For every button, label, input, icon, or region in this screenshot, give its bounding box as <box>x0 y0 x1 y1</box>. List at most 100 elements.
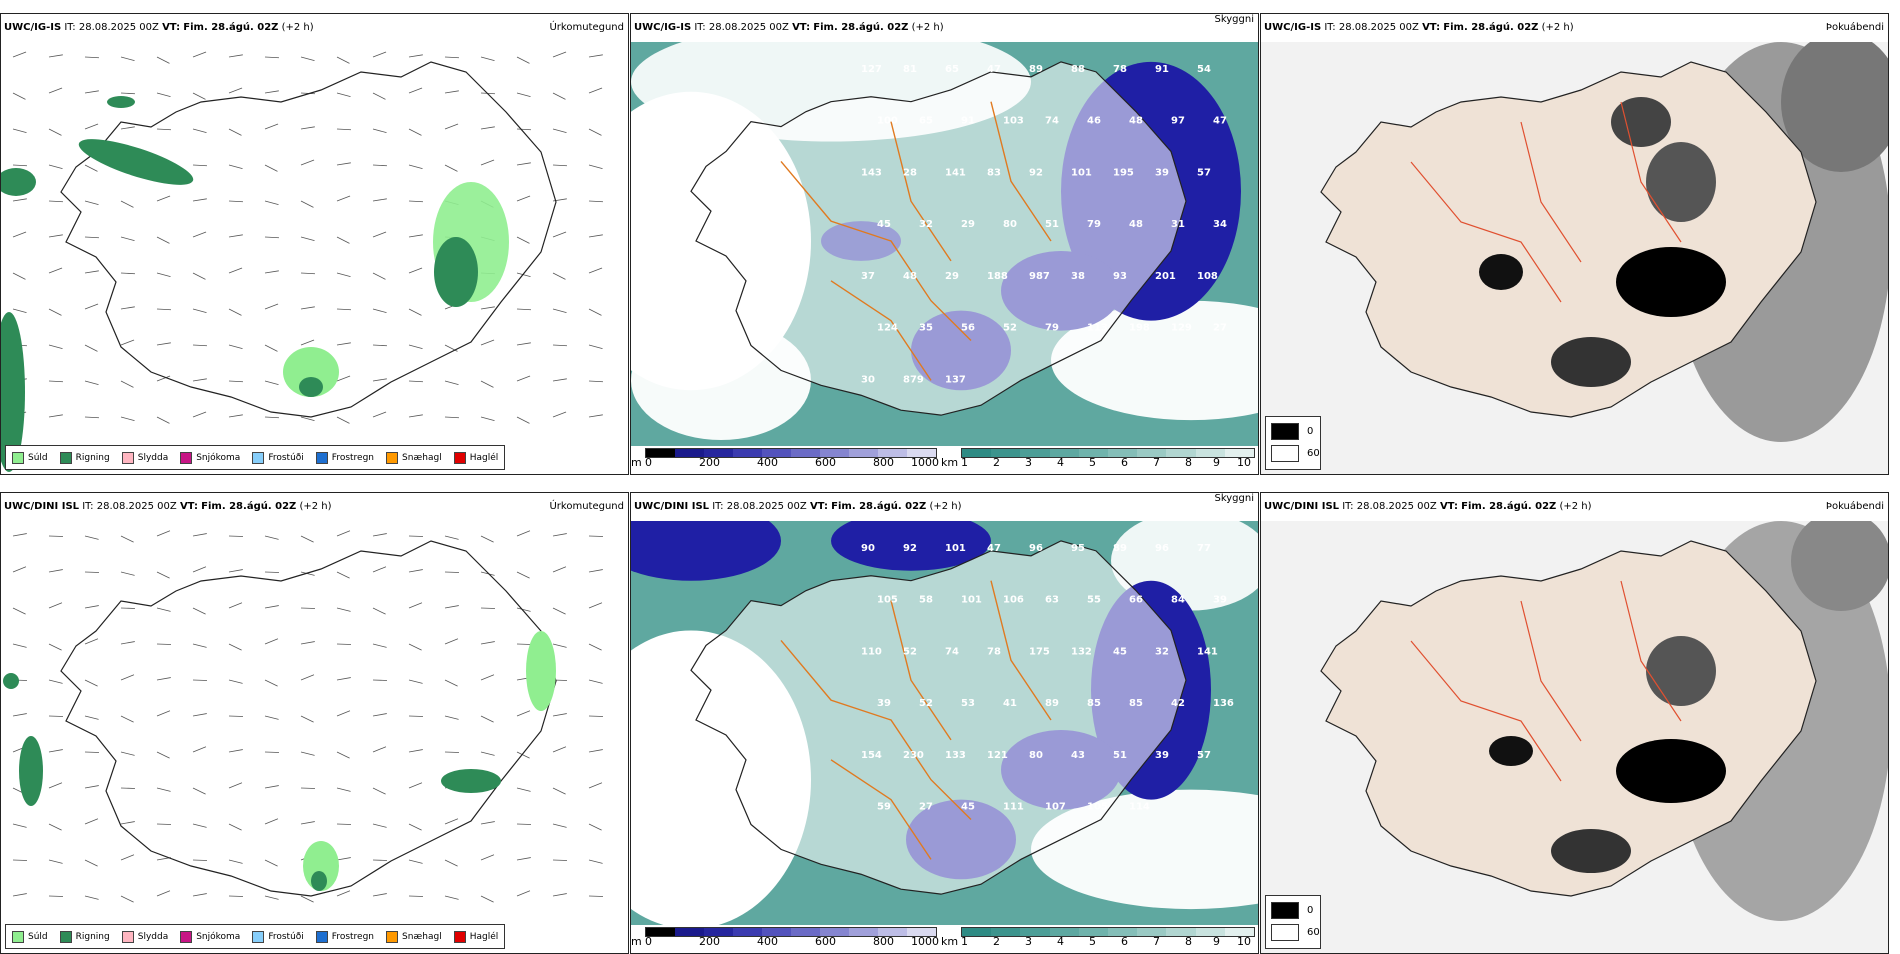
legend-label: Frostúði <box>268 932 303 942</box>
wind-barb <box>337 309 351 310</box>
wind-barb <box>301 57 315 61</box>
wind-barb <box>229 783 242 788</box>
wind-barb <box>229 824 242 830</box>
legend-label: Haglél <box>470 453 499 463</box>
fog-swatch-black <box>1271 423 1299 440</box>
wind-barb <box>481 716 494 722</box>
wind-barb <box>481 896 494 902</box>
vis-tick: 2 <box>993 935 1000 948</box>
ceiling-tick: 0 <box>645 935 652 948</box>
wind-barb <box>49 680 63 683</box>
cloud-base-value: 96 <box>1155 543 1169 554</box>
fog-map-svg <box>1261 42 1888 474</box>
legend-label: Slydda <box>138 453 168 463</box>
wind-barb <box>337 752 350 758</box>
legend-label: Súld <box>28 932 48 942</box>
cloud-base-value: 43 <box>1071 750 1085 761</box>
vis-tick: 7 <box>1153 456 1160 469</box>
cloud-base-value: 105 <box>1087 802 1108 813</box>
wind-barb <box>49 201 63 202</box>
wind-barb <box>589 644 602 650</box>
legend-label: Súld <box>28 453 48 463</box>
legend-label: Rigning <box>76 932 110 942</box>
wind-barb <box>481 822 495 824</box>
ceiling-tick: 800 <box>873 935 894 948</box>
wind-barb <box>445 819 458 824</box>
wind-barb <box>337 678 351 680</box>
wind-barb <box>409 345 423 349</box>
cloud-base-value: 39 <box>1213 595 1227 606</box>
cloud-base-value: 45 <box>961 802 975 813</box>
wind-barb <box>589 235 603 237</box>
wind-barb <box>517 196 530 201</box>
wind-barb <box>373 644 387 647</box>
cloud-base-value: 101 <box>945 543 966 554</box>
legend-label: Rigning <box>76 453 110 463</box>
wind-barb <box>481 307 495 309</box>
wind-barb <box>553 273 565 279</box>
wind-barb <box>193 644 207 647</box>
legend-label: Frostregn <box>332 453 374 463</box>
legend-item: Snjókoma <box>180 931 240 943</box>
wind-barb <box>157 417 169 423</box>
visibility-colorbar: km 1 2 3 4 5 6 7 8 9 10 <box>941 447 1259 471</box>
wind-barb <box>85 819 98 824</box>
wind-barb <box>121 536 134 542</box>
ceiling-unit: m <box>631 456 642 469</box>
cloud-base-value: 105 <box>877 595 898 606</box>
wind-barb <box>85 639 98 644</box>
wind-barb <box>409 644 422 650</box>
precip-blobs <box>3 631 556 891</box>
wind-barb <box>85 896 99 899</box>
fog-low-label: 0 <box>1307 426 1313 437</box>
cloud-base-value: 47 <box>987 64 1001 75</box>
wind-barb <box>193 567 206 572</box>
wind-barb <box>121 855 134 860</box>
wind-barb <box>265 716 279 719</box>
it-label: IT: <box>82 501 93 512</box>
panel-header: UWC/DINI ISL IT: 28.08.2025 00Z VT: Fim.… <box>631 493 1258 521</box>
cloud-base-value: 48 <box>1129 219 1143 230</box>
wind-barb <box>301 716 314 722</box>
wind-barb <box>301 340 314 345</box>
legend-swatch <box>12 931 24 943</box>
wind-barb <box>553 644 567 647</box>
wind-barb <box>553 788 566 794</box>
wind-barb <box>553 534 567 536</box>
panel-title: Úrkomutegund <box>549 493 624 521</box>
cloud-base-value: 88 <box>1071 64 1085 75</box>
legend-label: Snæhagl <box>402 932 442 942</box>
precip-map <box>1 521 628 953</box>
wind-barb <box>265 271 279 273</box>
wind-barb <box>49 860 63 863</box>
vt-value: Fim. 28.ágú. 02Z <box>831 501 926 512</box>
wind-barb <box>589 381 603 382</box>
legend-swatch <box>122 931 134 943</box>
cloud-base-value: 95 <box>1071 543 1085 554</box>
wind-barb <box>229 603 242 608</box>
legend-label: Frostúði <box>268 453 303 463</box>
panel-header: UWC/DINI ISL IT: 28.08.2025 00Z VT: Fim.… <box>1 493 628 521</box>
cloud-base-value: 80 <box>1029 750 1043 761</box>
wind-barb <box>13 644 27 647</box>
cloud-base-value: 100 <box>877 116 898 127</box>
cloud-base-value: 53 <box>961 698 975 709</box>
wind-barb <box>49 235 63 237</box>
cloud-base-value: 58 <box>919 595 933 606</box>
wind-barb <box>85 680 98 686</box>
wind-barb <box>121 127 135 129</box>
vt-value: Fim. 28.ágú. 02Z <box>1461 501 1556 512</box>
vt-value: Fim. 28.ágú. 02Z <box>183 22 278 33</box>
legend-swatch <box>252 452 264 464</box>
wind-barb <box>409 235 423 237</box>
wind-barb <box>85 786 99 788</box>
legend-item: Súld <box>12 452 48 464</box>
fog-high-label: 60 <box>1307 927 1320 938</box>
vis-bar <box>961 448 1255 458</box>
wind-barb <box>157 788 171 791</box>
wind-barb <box>337 572 350 578</box>
legend-item: Haglél <box>454 452 499 464</box>
wind-barb <box>13 534 27 536</box>
wind-barb <box>85 606 99 608</box>
